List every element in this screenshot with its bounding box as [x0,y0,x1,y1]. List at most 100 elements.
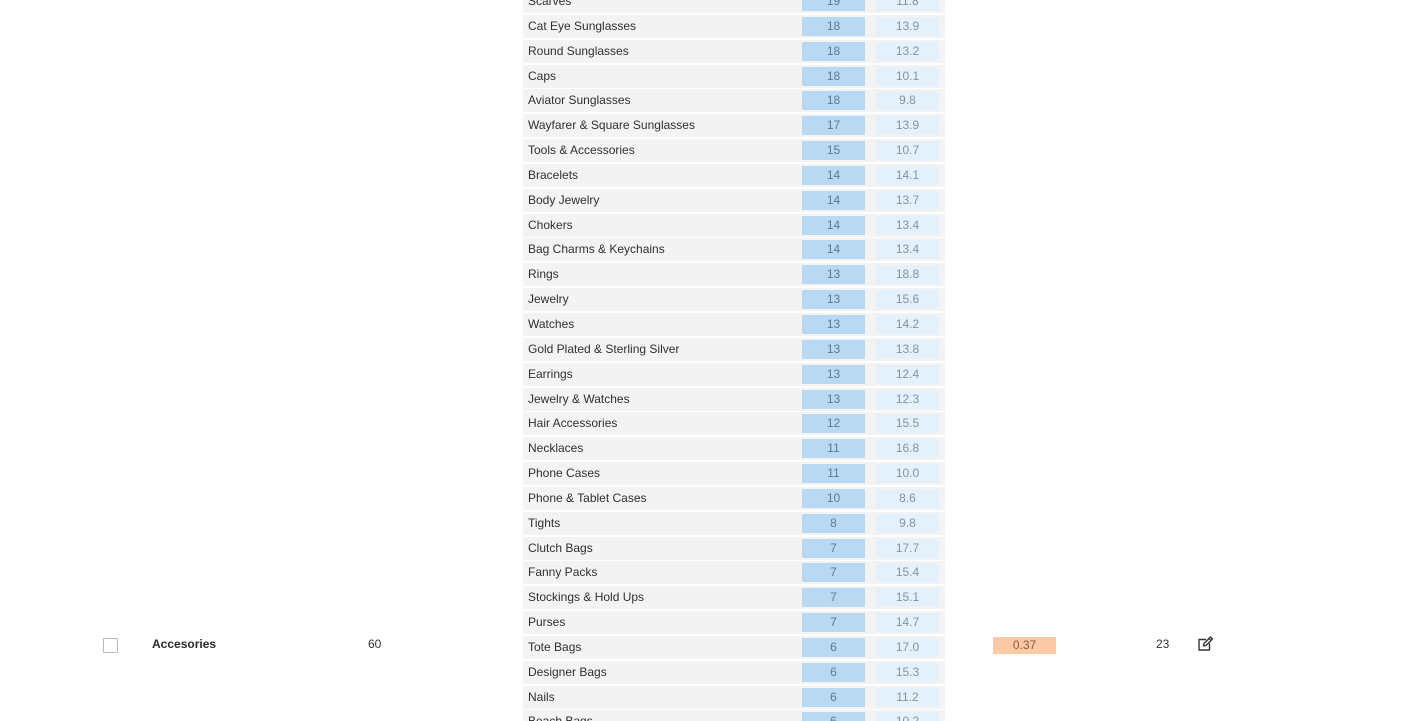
subcategory-row: Nails 6 11.2 [523,685,945,709]
subcategory-count: 6 [802,712,865,721]
subcategory-row: Tote Bags 6 17.0 [523,635,945,659]
subcategory-score: 10.1 [876,66,939,86]
subcategory-row: Designer Bags 6 15.3 [523,660,945,684]
subcategory-name: Beach Bags [528,710,593,721]
subcategory-row: Stockings & Hold Ups 7 15.1 [523,586,945,610]
subcategory-row: Fanny Packs 7 15.4 [523,561,945,585]
subcategory-name: Aviator Sunglasses [528,93,631,108]
subcategory-table: Scarves 19 11.8 Cat Eye Sunglasses 18 13.9 Rou… [523,0,945,721]
subcategory-name: Rings [528,267,559,282]
subcategory-row: Clutch Bags 7 17.7 [523,536,945,560]
subcategory-name: Watches [528,316,575,331]
subcategory-name: Hair Accessories [528,416,618,431]
subcategory-count: 8 [802,513,865,533]
subcategory-count: 7 [802,538,865,558]
subcategory-score: 9.8 [876,513,939,533]
subcategory-score: 11.2 [876,687,939,707]
subcategory-count: 7 [802,563,865,583]
row-select-checkbox[interactable] [103,638,118,653]
subcategory-row: Caps 18 10.1 [523,64,945,88]
subcategory-row: Necklaces 11 16.8 [523,437,945,461]
subcategory-row: Watches 13 14.2 [523,312,945,336]
subcategory-row: Scarves 19 11.8 [523,0,945,13]
subcategory-count: 6 [802,687,865,707]
subcategory-name: Jewelry [528,292,569,307]
subcategory-score: 9.8 [876,91,939,111]
subcategory-name: Stockings & Hold Ups [528,590,645,605]
subcategory-count: 18 [802,41,865,61]
subcategory-name: Cat Eye Sunglasses [528,18,637,33]
subcategory-name: Caps [528,68,557,83]
subcategory-row: Tools & Accessories 15 10.7 [523,139,945,163]
subcategory-name: Bracelets [528,167,579,182]
subcategory-name: Tote Bags [528,639,582,654]
subcategory-row: Jewelry & Watches 13 12.3 [523,387,945,411]
subcategory-row: Wayfarer & Square Sunglasses 17 13.9 [523,114,945,138]
subcategory-name: Wayfarer & Square Sunglasses [528,118,695,133]
category-name: Accesories [152,637,217,651]
subcategory-count: 18 [802,66,865,86]
subcategory-count: 14 [802,240,865,260]
subcategory-count: 15 [802,141,865,161]
subcategory-score: 13.2 [876,41,939,61]
subcategory-name: Bag Charms & Keychains [528,242,665,257]
subcategory-row: Body Jewelry 14 13.7 [523,188,945,212]
subcategory-count: 7 [802,588,865,608]
subcategory-row: Hair Accessories 12 15.5 [523,412,945,436]
subcategory-name: Chokers [528,217,573,232]
subcategory-row: Rings 13 18.8 [523,263,945,287]
subcategory-row: Beach Bags 6 10.2 [523,710,945,721]
subcategory-score: 13.4 [876,240,939,260]
subcategory-count: 13 [802,339,865,359]
subcategory-score: 12.3 [876,389,939,409]
subcategory-count: 7 [802,613,865,633]
subcategory-name: Jewelry & Watches [528,391,630,406]
subcategory-count: 13 [802,314,865,334]
subcategory-count: 11 [802,464,865,484]
subcategory-score: 10.0 [876,464,939,484]
subcategory-count: 12 [802,414,865,434]
subcategory-count: 10 [802,488,865,508]
subcategory-count: 19 [802,0,865,11]
subcategory-count: 18 [802,91,865,111]
subcategory-score: 17.0 [876,637,939,657]
subcategory-count: 17 [802,116,865,136]
subcategory-count: 18 [802,16,865,36]
subcategory-name: Tights [528,515,561,530]
subcategory-count: 14 [802,190,865,210]
edit-icon[interactable] [1196,635,1214,653]
subcategory-name: Phone & Tablet Cases [528,490,647,505]
subcategory-score: 13.8 [876,339,939,359]
subcategory-row: Phone Cases 11 10.0 [523,462,945,486]
subcategory-score: 8.6 [876,488,939,508]
subcategory-row: Phone & Tablet Cases 10 8.6 [523,486,945,510]
subcategory-row: Cat Eye Sunglasses 18 13.9 [523,14,945,38]
subcategory-name: Tools & Accessories [528,143,635,158]
subcategory-score: 10.7 [876,141,939,161]
category-ratio-badge: 0.37 [993,637,1056,654]
subcategory-name: Fanny Packs [528,565,598,580]
subcategory-count: 11 [802,439,865,459]
subcategory-score: 15.3 [876,662,939,682]
subcategory-score: 15.4 [876,563,939,583]
subcategory-row: Gold Plated & Sterling Silver 13 13.8 [523,337,945,361]
subcategory-score: 13.9 [876,116,939,136]
subcategory-score: 13.9 [876,16,939,36]
subcategory-name: Nails [528,689,555,704]
subcategory-score: 16.8 [876,439,939,459]
category-count: 60 [368,637,382,651]
subcategory-row: Jewelry 13 15.6 [523,288,945,312]
subcategory-count: 13 [802,290,865,310]
subcategory-score: 12.4 [876,364,939,384]
subcategory-row: Purses 7 14.7 [523,611,945,635]
subcategory-score: 11.8 [876,0,939,11]
subcategory-row: Bracelets 14 14.1 [523,163,945,187]
subcategory-count: 6 [802,662,865,682]
subcategory-score: 14.2 [876,314,939,334]
subcategory-row: Aviator Sunglasses 18 9.8 [523,89,945,113]
subcategory-score: 15.1 [876,588,939,608]
subcategory-count: 14 [802,215,865,235]
subcategory-row: Chokers 14 13.4 [523,213,945,237]
subcategory-row: Earrings 13 12.4 [523,362,945,386]
